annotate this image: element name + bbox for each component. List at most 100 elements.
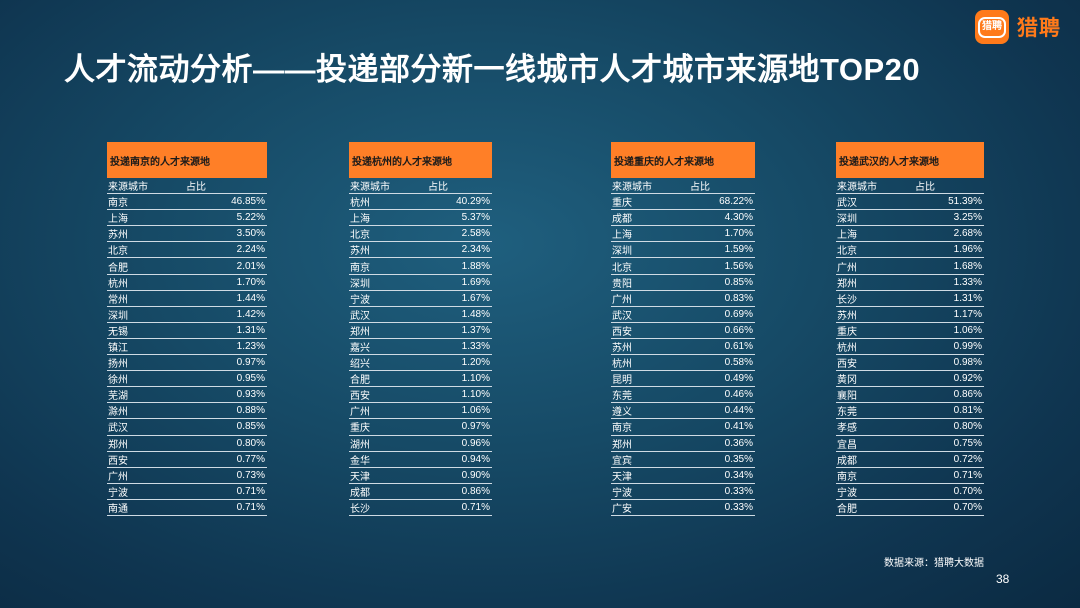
table-row: 合肥 1.10% — [349, 371, 492, 388]
city-cell: 上海 — [612, 230, 632, 242]
share-cell: 0.71% — [461, 501, 490, 513]
page-number: 38 — [996, 572, 1010, 586]
table-row: 深圳 1.59% — [611, 242, 755, 259]
column-header-share: 占比 — [690, 182, 710, 194]
city-cell: 宁波 — [108, 487, 128, 499]
share-cell: 0.75% — [953, 437, 982, 449]
table-row: 成都 0.72% — [836, 452, 984, 468]
share-cell: 4.30% — [724, 212, 753, 224]
table-row: 绍兴 1.20% — [349, 355, 492, 372]
share-cell: 2.24% — [236, 244, 265, 256]
city-cell: 天津 — [612, 471, 632, 483]
city-cell: 昆明 — [612, 375, 632, 387]
city-cell: 成都 — [612, 214, 632, 226]
city-cell: 宜宾 — [612, 455, 632, 467]
city-cell: 武汉 — [837, 198, 857, 210]
table-row: 苏州 2.34% — [349, 242, 492, 259]
city-cell: 嘉兴 — [350, 342, 370, 354]
share-cell: 0.34% — [724, 469, 753, 481]
city-cell: 宁波 — [837, 487, 857, 499]
table-header-row: 来源城市 占比 — [349, 178, 492, 195]
share-cell: 1.69% — [461, 276, 490, 288]
city-cell: 镇江 — [108, 342, 128, 354]
table-title: 投递武汉的人才来源地 — [836, 142, 984, 178]
table-row: 合肥 2.01% — [107, 258, 267, 275]
table-row: 天津 0.90% — [349, 468, 492, 484]
share-cell: 0.98% — [953, 357, 982, 369]
city-cell: 南京 — [612, 423, 632, 435]
city-cell: 重庆 — [612, 198, 632, 210]
share-cell: 0.44% — [724, 405, 753, 417]
share-cell: 2.58% — [461, 228, 490, 240]
city-cell: 孝感 — [837, 423, 857, 435]
share-cell: 1.17% — [953, 308, 982, 320]
share-cell: 0.90% — [461, 469, 490, 481]
city-cell: 杭州 — [108, 278, 128, 290]
share-cell: 0.71% — [236, 501, 265, 513]
table-row: 广州 0.73% — [107, 468, 267, 484]
share-cell: 1.33% — [953, 276, 982, 288]
table-row: 北京 1.96% — [836, 242, 984, 259]
city-cell: 苏州 — [837, 310, 857, 322]
share-cell: 0.71% — [236, 485, 265, 497]
share-cell: 0.83% — [724, 292, 753, 304]
table-row: 广安 0.33% — [611, 500, 755, 516]
city-cell: 长沙 — [350, 503, 370, 515]
share-cell: 1.06% — [461, 405, 490, 417]
share-cell: 0.92% — [953, 373, 982, 385]
source-table-4: 投递武汉的人才来源地 来源城市 占比 武汉 51.39% 深圳 3.25% 上海 2.68% 北京… — [836, 142, 984, 516]
table-row: 郑州 1.37% — [349, 323, 492, 339]
table-row: 南京 1.88% — [349, 258, 492, 275]
share-cell: 0.93% — [236, 389, 265, 401]
table-row: 郑州 0.36% — [611, 436, 755, 452]
source-note: 数据来源：猎聘大数据 — [884, 558, 984, 569]
share-cell: 0.95% — [236, 373, 265, 385]
city-cell: 成都 — [350, 487, 370, 499]
share-cell: 0.70% — [953, 485, 982, 497]
table-row: 遵义 0.44% — [611, 403, 755, 420]
table-row: 广州 0.83% — [611, 291, 755, 307]
share-cell: 0.35% — [724, 453, 753, 465]
city-cell: 武汉 — [350, 310, 370, 322]
table-row: 成都 0.86% — [349, 484, 492, 500]
share-cell: 0.85% — [724, 276, 753, 288]
city-cell: 黄冈 — [837, 375, 857, 387]
table-row: 武汉 1.48% — [349, 307, 492, 323]
column-header-city: 来源城市 — [108, 182, 148, 194]
share-cell: 1.23% — [236, 340, 265, 352]
city-cell: 徐州 — [108, 375, 128, 387]
share-cell: 1.68% — [953, 260, 982, 272]
share-cell: 0.49% — [724, 373, 753, 385]
city-cell: 广州 — [350, 407, 370, 419]
city-cell: 襄阳 — [837, 391, 857, 403]
share-cell: 0.33% — [724, 485, 753, 497]
city-cell: 深圳 — [350, 278, 370, 290]
table-header-row: 来源城市 占比 — [836, 178, 984, 195]
share-cell: 1.31% — [953, 292, 982, 304]
table-row: 上海 5.37% — [349, 210, 492, 227]
share-cell: 51.39% — [948, 196, 982, 208]
table-row: 镇江 1.23% — [107, 339, 267, 356]
share-cell: 0.58% — [724, 357, 753, 369]
share-cell: 3.25% — [953, 212, 982, 224]
table-row: 郑州 1.33% — [836, 275, 984, 291]
table-row: 宜宾 0.35% — [611, 452, 755, 468]
city-cell: 深圳 — [108, 310, 128, 322]
share-cell: 0.80% — [953, 421, 982, 433]
city-cell: 贵阳 — [612, 278, 632, 290]
table-row: 重庆 68.22% — [611, 194, 755, 211]
city-cell: 杭州 — [837, 342, 857, 354]
share-cell: 1.70% — [724, 228, 753, 240]
city-cell: 湖州 — [350, 439, 370, 451]
city-cell: 武汉 — [108, 423, 128, 435]
source-table-2: 投递杭州的人才来源地 来源城市 占比 杭州 40.29% 上海 5.37% 北京 2.58% 苏州… — [349, 142, 492, 516]
share-cell: 1.31% — [236, 324, 265, 336]
share-cell: 0.80% — [236, 437, 265, 449]
share-cell: 1.59% — [724, 244, 753, 256]
city-cell: 北京 — [108, 246, 128, 258]
share-cell: 0.33% — [724, 501, 753, 513]
city-cell: 合肥 — [108, 262, 128, 274]
city-cell: 合肥 — [837, 503, 857, 515]
table-row: 南京 0.71% — [836, 468, 984, 484]
share-cell: 0.86% — [953, 389, 982, 401]
